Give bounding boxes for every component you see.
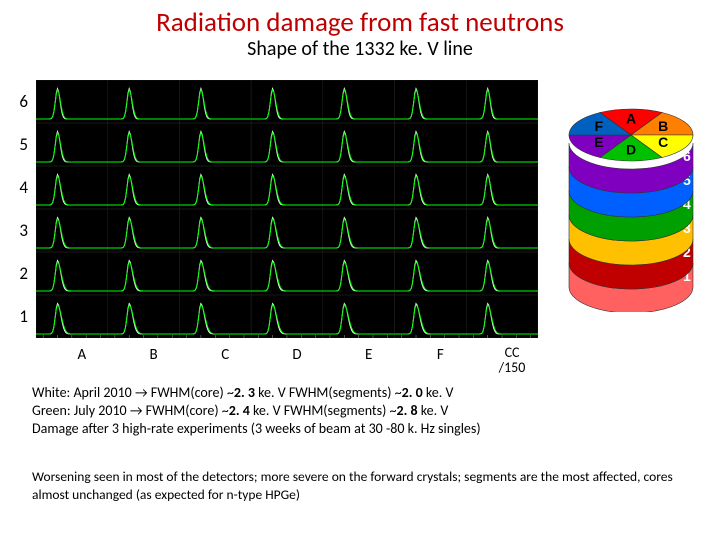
green-seg-val: 2. 8 xyxy=(396,402,417,419)
svg-text:D: D xyxy=(626,142,636,158)
svg-text:6: 6 xyxy=(683,148,691,164)
core-label: FWHM(core) ~ xyxy=(151,384,234,401)
col-labels: ABCDEFCC /150 xyxy=(36,346,574,382)
green-core-val: 2. 4 xyxy=(229,402,250,419)
arrow-icon: → xyxy=(135,384,151,401)
row-labels: 6 5 4 3 2 1 xyxy=(8,80,34,338)
unit: ke. V xyxy=(423,384,454,401)
row-label: 3 xyxy=(8,220,28,241)
row-label: 1 xyxy=(8,306,28,327)
seg-label: FWHM(segments) ~ xyxy=(289,384,402,401)
arrow-icon: → xyxy=(130,402,146,419)
subtitle: Shape of the 1332 ke. V line xyxy=(0,37,720,61)
green-date: July 2010 xyxy=(74,402,127,419)
row-label: 2 xyxy=(8,263,28,284)
peak-grid-chart xyxy=(36,80,538,338)
worsening-note: Worsening seen in most of the detectors;… xyxy=(32,468,692,503)
row-label: 5 xyxy=(8,134,28,155)
green-line: Green: July 2010 → FWHM(core) ~2. 4 ke. … xyxy=(32,402,692,420)
svg-text:B: B xyxy=(658,118,668,134)
row-label: 6 xyxy=(8,91,28,112)
col-label: C xyxy=(191,346,259,364)
unit: ke. V xyxy=(255,384,286,401)
col-label: B xyxy=(120,346,188,364)
core-label: FWHM(core) ~ xyxy=(146,402,229,419)
svg-text:A: A xyxy=(626,110,636,126)
col-label: F xyxy=(407,346,475,364)
svg-text:E: E xyxy=(594,134,603,150)
svg-text:F: F xyxy=(595,118,604,134)
white-core-val: 2. 3 xyxy=(234,384,255,401)
detector-3d: 123456ABCDEF xyxy=(552,82,710,312)
col-label: E xyxy=(335,346,403,364)
fwhm-notes: White: April 2010 → FWHM(core) ~2. 3 ke.… xyxy=(32,384,692,439)
green-label: Green: xyxy=(32,402,71,419)
seg-label: FWHM(segments) ~ xyxy=(284,402,397,419)
page-title: Radiation damage from fast neutrons xyxy=(0,0,720,39)
detector-3d-icon: 123456ABCDEF xyxy=(552,82,710,312)
unit: ke. V xyxy=(250,402,281,419)
slide: Radiation damage from fast neutrons Shap… xyxy=(0,0,720,540)
unit: ke. V xyxy=(418,402,449,419)
white-line: White: April 2010 → FWHM(core) ~2. 3 ke.… xyxy=(32,384,692,402)
row-label: 4 xyxy=(8,177,28,198)
damage-line: Damage after 3 high-rate experiments (3 … xyxy=(32,420,692,438)
white-label: White: xyxy=(32,384,70,401)
col-label: CC /150 xyxy=(478,346,546,375)
white-seg-val: 2. 0 xyxy=(402,384,423,401)
peak-grid-svg xyxy=(36,80,538,338)
svg-text:C: C xyxy=(658,134,668,150)
col-label: D xyxy=(263,346,331,364)
white-date: April 2010 xyxy=(73,384,131,401)
col-label: A xyxy=(48,346,116,364)
